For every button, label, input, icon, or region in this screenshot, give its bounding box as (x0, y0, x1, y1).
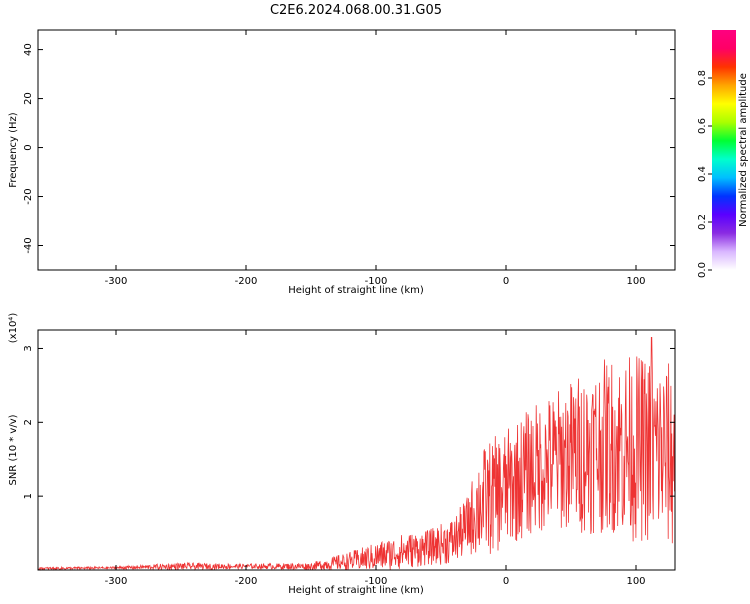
snr-y-tick-label: 2 (23, 419, 34, 425)
snr-x-tick-label: -100 (365, 576, 388, 587)
spectrogram-y-tick-label: 40 (23, 43, 34, 56)
colorbar-label: Normalized spectral amplitude (738, 73, 749, 227)
snr-y-tick-label: 3 (23, 345, 34, 351)
colorbar-tick-label: 0.0 (697, 262, 708, 278)
spectrogram-y-tick-label: 20 (23, 92, 34, 105)
snr-panel: -300 -200 -100 0 100 1 2 3 Height of straight … (8, 313, 676, 596)
spectrogram-y-axis-label: Frequency (Hz) (8, 112, 19, 188)
colorbar: 0.0 0.2 0.4 0.6 0.8 Normalized spectral ampl… (697, 30, 749, 278)
snr-marks (37, 337, 676, 571)
spectrogram-y-ticks: -40 -20 0 20 40 (23, 43, 675, 254)
colorbar-tick-label: 0.6 (697, 118, 708, 134)
snr-x-tick-label: 0 (503, 576, 509, 587)
spectrogram-y-tick-label: -40 (23, 237, 34, 253)
snr-plot-area (38, 330, 675, 570)
spectrogram-x-ticks: -300 -200 -100 0 100 (105, 30, 646, 287)
snr-y-ticks: 1 2 3 (23, 345, 675, 499)
spectrogram-x-tick-label: 0 (503, 276, 509, 287)
snr-y-tick-label: 1 (23, 493, 34, 499)
colorbar-gradient (712, 30, 736, 270)
colorbar-ticks: 0.0 0.2 0.4 0.6 0.8 (697, 70, 712, 278)
spectrogram-x-axis-label: Height of straight line (km) (288, 285, 424, 296)
snr-x-tick-label: -300 (105, 576, 128, 587)
spectrogram-plot-area (38, 30, 675, 270)
spectrogram-x-tick-label: 100 (626, 276, 645, 287)
snr-y-multiplier: (x10⁴) (8, 313, 19, 344)
spectrogram-x-tick-label: -200 (235, 276, 258, 287)
spectrogram-x-tick-label: -100 (365, 276, 388, 287)
snr-x-tick-label: 100 (626, 576, 645, 587)
colorbar-tick-label: 0.8 (697, 70, 708, 86)
colorbar-tick-label: 0.4 (697, 166, 708, 182)
colorbar-tick-label: 0.2 (697, 214, 708, 230)
chart-title: C2E6.2024.068.00.31.G05 (270, 3, 442, 18)
snr-y-axis-label: SNR (10 * v/v) (8, 414, 19, 485)
spectrogram-y-tick-label: 0 (23, 144, 34, 150)
snr-x-ticks: -300 -200 -100 0 100 (105, 330, 646, 587)
snr-x-axis-label: Height of straight line (km) (288, 585, 424, 596)
spectrogram-y-tick-label: -20 (23, 188, 34, 204)
spectrogram-x-tick-label: -300 (105, 276, 128, 287)
spectrogram-frame (37, 29, 676, 271)
snr-frame (37, 329, 676, 571)
snr-series-line (37, 337, 676, 571)
snr-x-tick-label: -200 (235, 576, 258, 587)
